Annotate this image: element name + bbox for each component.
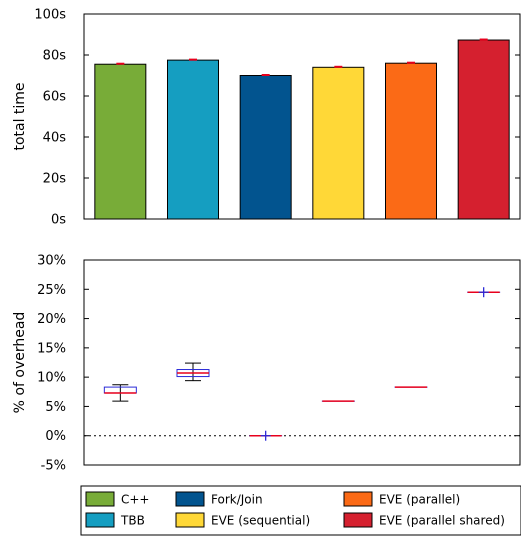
- legend-swatch: [343, 491, 373, 507]
- total-time-y-tick-label: 60s: [43, 90, 67, 105]
- box-eve-parallel-shared: [467, 287, 501, 298]
- legend-label: EVE (sequential): [211, 514, 310, 528]
- legend-label: EVE (parallel): [379, 493, 460, 507]
- box-c: [103, 384, 137, 402]
- overhead-y-tick-label: -5%: [41, 459, 66, 474]
- legend-frame: [80, 485, 521, 536]
- legend-label: C++: [121, 493, 150, 507]
- legend-swatch: [175, 491, 205, 507]
- total-time-y-tick-label: 20s: [43, 172, 67, 187]
- total-time-chart: 0s 20s 40s 60s 80s 100s total time: [12, 8, 521, 228]
- bar-c: [94, 63, 147, 220]
- overhead-y-tick-label: 10%: [37, 371, 66, 386]
- legend-items: C++ TBB Fork/Join EVE (sequential) EVE (para…: [85, 491, 505, 528]
- overhead-y-tick-label: 5%: [45, 400, 66, 415]
- bar-eve-parallel-shared: [457, 39, 510, 220]
- legend-label: TBB: [120, 514, 145, 528]
- overhead-plot-frame: [83, 259, 521, 466]
- legend-swatch: [85, 512, 115, 528]
- legend-item: Fork/Join: [175, 491, 263, 507]
- legend-swatch: [343, 512, 373, 528]
- overhead-y-label: % of overhead: [12, 312, 28, 414]
- total-time-y-tick-label: 100s: [34, 8, 66, 23]
- legend: C++ TBB Fork/Join EVE (sequential) EVE (para…: [80, 485, 521, 536]
- bar-tbb: [167, 59, 219, 220]
- bar-fork-join: [239, 75, 292, 220]
- total-time-bars: [94, 38, 510, 220]
- legend-swatch: [85, 491, 115, 507]
- legend-item: EVE (parallel shared): [343, 512, 505, 528]
- legend-item: EVE (sequential): [175, 512, 310, 528]
- total-time-y-tick-label: 80s: [43, 49, 67, 64]
- total-time-y-label: total time: [12, 82, 28, 150]
- total-time-y-tick-label: 40s: [43, 131, 67, 146]
- overhead-boxes: [103, 287, 501, 441]
- box-fork-join: [249, 430, 283, 441]
- overhead-chart: -5% 0% 5% 10% 15% 20% 25% 30% % of overhead: [12, 254, 521, 474]
- overhead-y-tick-label: 0%: [45, 429, 66, 444]
- bar-eve-sequential: [312, 66, 365, 220]
- box-tbb: [176, 362, 210, 382]
- overhead-y-tick-label: 20%: [37, 312, 66, 327]
- overhead-y-axis: -5% 0% 5% 10% 15% 20% 25% 30%: [37, 254, 520, 474]
- overhead-y-tick-label: 25%: [37, 283, 66, 298]
- legend-item: TBB: [85, 512, 145, 528]
- bar-eve-parallel: [385, 62, 437, 220]
- legend-label: EVE (parallel shared): [379, 514, 505, 528]
- total-time-y-axis: 0s 20s 40s 60s 80s 100s: [34, 8, 520, 228]
- total-time-plot-frame: [83, 13, 521, 220]
- legend-item: EVE (parallel): [343, 491, 460, 507]
- overhead-y-tick-label: 15%: [37, 341, 66, 356]
- total-time-y-tick-label: 0s: [51, 213, 66, 228]
- legend-item: C++: [85, 491, 150, 507]
- overhead-y-tick-label: 30%: [37, 254, 66, 269]
- legend-label: Fork/Join: [211, 493, 263, 507]
- legend-swatch: [175, 512, 205, 528]
